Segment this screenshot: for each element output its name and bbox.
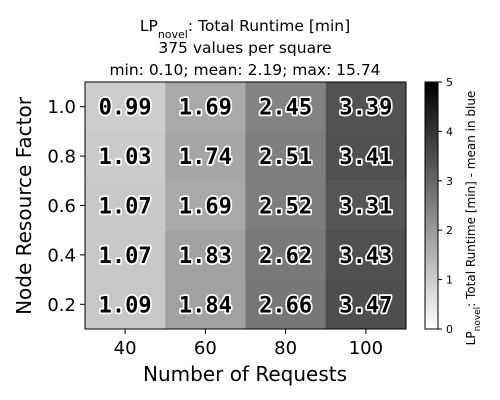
cell-value-label: 3.41 bbox=[339, 145, 392, 170]
heatmap-cell bbox=[325, 279, 407, 330]
y-tick-label: 0.6 bbox=[47, 196, 76, 217]
cell-value-label: 1.84 bbox=[179, 293, 232, 318]
cell-value-label: 0.99 bbox=[99, 96, 152, 121]
y-tick-label: 1.0 bbox=[47, 97, 76, 118]
x-axis-label: Number of Requests bbox=[143, 362, 347, 386]
cell-value-label: 1.69 bbox=[179, 96, 232, 121]
cell-value-label: 3.31 bbox=[339, 195, 392, 220]
cell-value-label: 1.83 bbox=[179, 244, 232, 269]
cell-value-label: 2.51 bbox=[259, 145, 312, 170]
colorbar-tick-label: 4 bbox=[446, 125, 453, 138]
cell-value-label: 2.62 bbox=[259, 244, 312, 269]
cell-value-label: 2.45 bbox=[259, 96, 312, 121]
x-axis-ticks: 40 60 80 100 bbox=[114, 329, 383, 359]
heatmap-cell bbox=[245, 131, 327, 182]
x-tick-label: 40 bbox=[114, 338, 137, 359]
cell-value-label: 1.07 bbox=[99, 244, 152, 269]
chart-title: LPnovel: Total Runtime [min]375 values p… bbox=[109, 17, 380, 79]
heatmap-cell bbox=[325, 131, 407, 182]
chart-title-line: 375 values per square bbox=[158, 39, 331, 57]
y-axis-label: Node Resource Factor bbox=[12, 96, 36, 315]
heatmap-cell bbox=[85, 131, 166, 182]
heatmap-cell bbox=[85, 279, 166, 330]
colorbar-tick-label: 5 bbox=[446, 76, 453, 89]
cell-value-label: 2.52 bbox=[259, 195, 312, 220]
heatmap-cell bbox=[245, 180, 327, 231]
chart-title-line: min: 0.10; mean: 2.19; max: 15.74 bbox=[109, 61, 380, 79]
heatmap-cell bbox=[245, 82, 327, 132]
cell-value-labels: 0.99 1.69 2.45 3.39 1.03 1.74 2.51 3.41 1.07 1.69… bbox=[97, 94, 394, 320]
cell-value-label: 1.07 bbox=[99, 195, 152, 220]
x-tick-label: 100 bbox=[349, 338, 383, 359]
cell-value-label: 1.69 bbox=[179, 195, 232, 220]
y-tick-label: 0.4 bbox=[47, 245, 76, 266]
heatmap-cell bbox=[325, 82, 407, 132]
y-tick-label: 0.2 bbox=[47, 295, 76, 316]
heatmap-cell bbox=[245, 279, 327, 330]
chart-title-line: LPnovel: Total Runtime [min] bbox=[140, 17, 350, 41]
colorbar-tick-label: 1 bbox=[446, 274, 453, 287]
colorbar-tick-label: 3 bbox=[446, 175, 453, 188]
heatmap-cell bbox=[165, 279, 246, 330]
cell-value-label: 2.66 bbox=[259, 293, 312, 318]
heatmap-cell bbox=[165, 230, 246, 281]
heatmap-cell bbox=[165, 82, 246, 132]
x-tick-label: 80 bbox=[274, 338, 297, 359]
heatmap-cell bbox=[165, 180, 246, 231]
heatmap-cell bbox=[85, 82, 166, 132]
cell-value-label: 3.43 bbox=[339, 244, 392, 269]
heatmap-cells bbox=[85, 82, 407, 330]
colorbar-ticks: 0 1 2 3 4 5 bbox=[438, 76, 453, 336]
x-tick-label: 60 bbox=[194, 338, 217, 359]
heatmap-cell bbox=[165, 131, 246, 182]
cell-value-label: 3.39 bbox=[339, 96, 392, 121]
colorbar-tick-label: 2 bbox=[446, 224, 453, 237]
heatmap-cell bbox=[245, 230, 327, 281]
colorbar-label-text: LPnovel: Total Runtime [min] - mean in b… bbox=[464, 91, 483, 346]
colorbar-tick-label: 0 bbox=[446, 323, 453, 336]
y-axis-ticks: 1.0 0.8 0.6 0.4 0.2 bbox=[47, 97, 85, 316]
heatmap-cell bbox=[325, 230, 407, 281]
heatmap-cell bbox=[325, 180, 407, 231]
colorbar-label: LPnovel: Total Runtime [min] - mean in b… bbox=[464, 91, 483, 346]
heatmap-cell bbox=[85, 180, 166, 231]
cell-value-label: 1.74 bbox=[179, 145, 232, 170]
cell-value-label: 1.03 bbox=[99, 145, 152, 170]
cell-value-label: 3.47 bbox=[339, 293, 392, 318]
y-tick-label: 0.8 bbox=[47, 147, 76, 168]
colorbar bbox=[424, 81, 439, 330]
heatmap-cell bbox=[85, 230, 166, 281]
cell-value-label: 1.09 bbox=[99, 293, 152, 318]
